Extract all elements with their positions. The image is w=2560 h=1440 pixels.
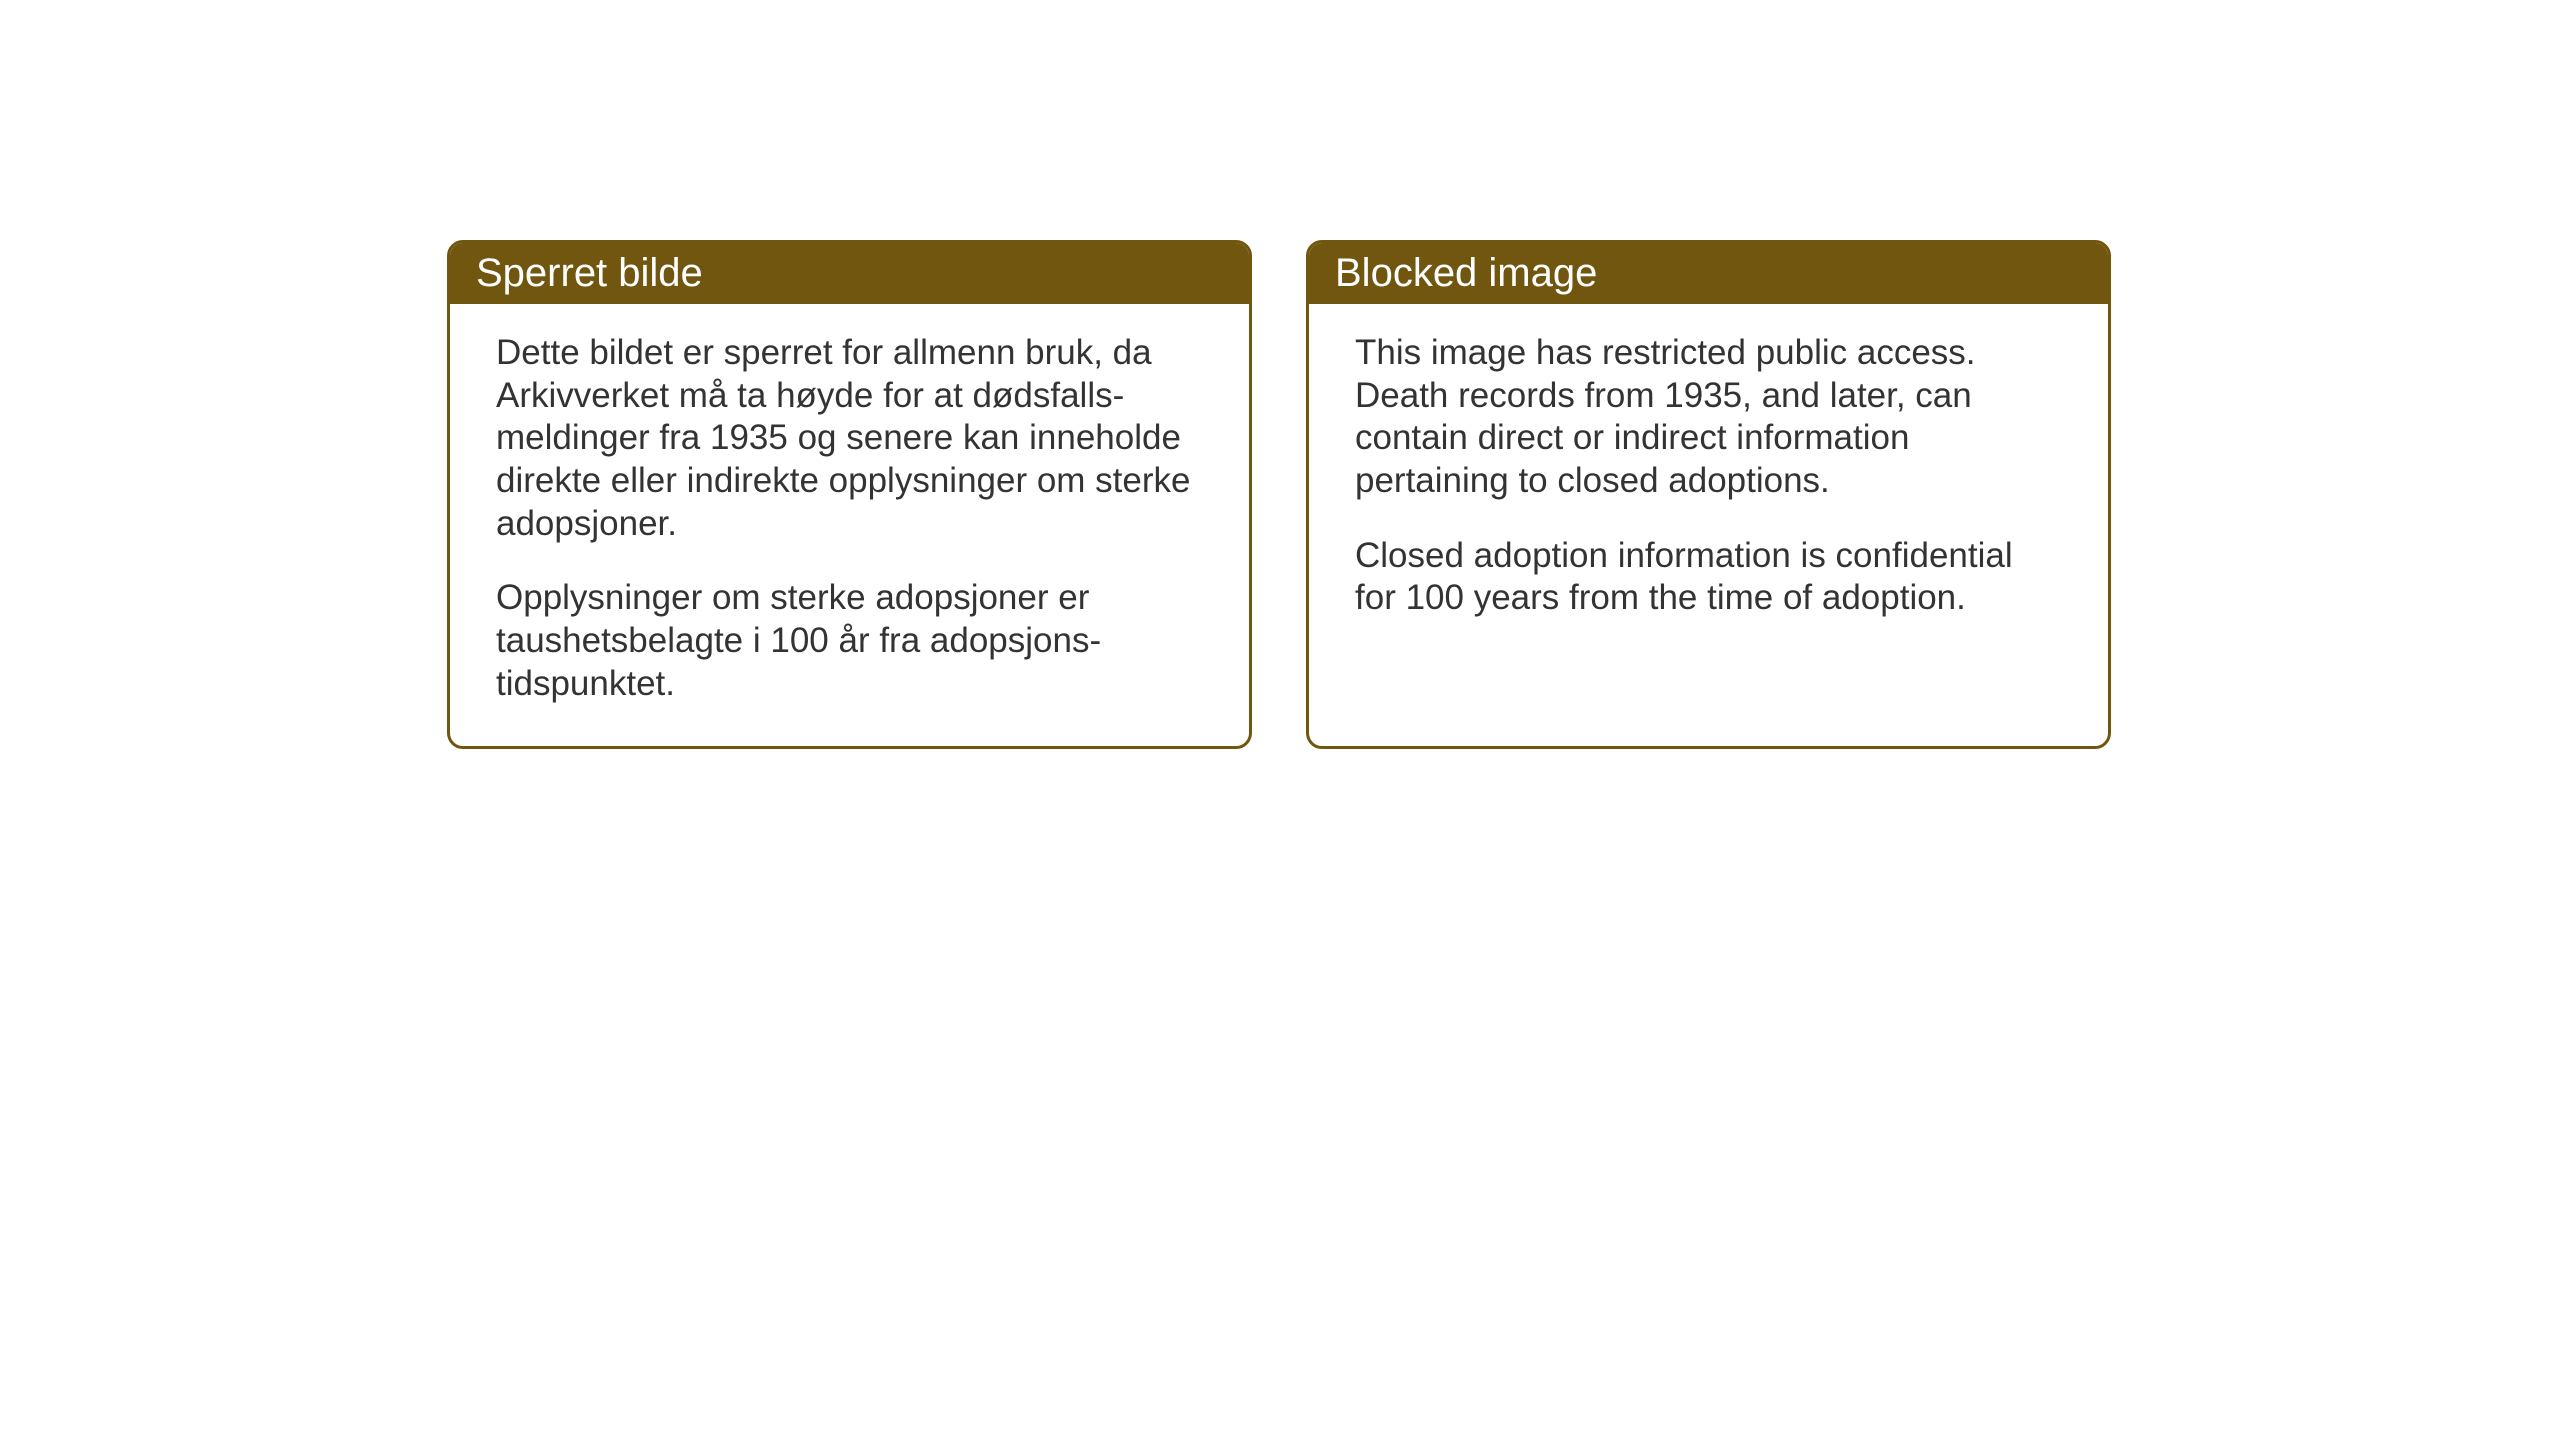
card-header-english: Blocked image: [1309, 243, 2108, 304]
card-body-norwegian: Dette bildet er sperret for allmenn bruk…: [450, 304, 1249, 740]
card-title-norwegian: Sperret bilde: [476, 251, 703, 295]
card-paragraph-1-norwegian: Dette bildet er sperret for allmenn bruk…: [496, 332, 1203, 545]
card-paragraph-2-english: Closed adoption information is confident…: [1355, 535, 2062, 620]
card-paragraph-2-norwegian: Opplysninger om sterke adopsjoner er tau…: [496, 577, 1203, 705]
card-header-norwegian: Sperret bilde: [450, 243, 1249, 304]
card-paragraph-1-english: This image has restricted public access.…: [1355, 332, 2062, 503]
card-english: Blocked image This image has restricted …: [1306, 240, 2111, 749]
card-body-english: This image has restricted public access.…: [1309, 304, 2108, 654]
cards-container: Sperret bilde Dette bildet er sperret fo…: [447, 240, 2111, 749]
card-norwegian: Sperret bilde Dette bildet er sperret fo…: [447, 240, 1252, 749]
card-title-english: Blocked image: [1335, 251, 1597, 295]
